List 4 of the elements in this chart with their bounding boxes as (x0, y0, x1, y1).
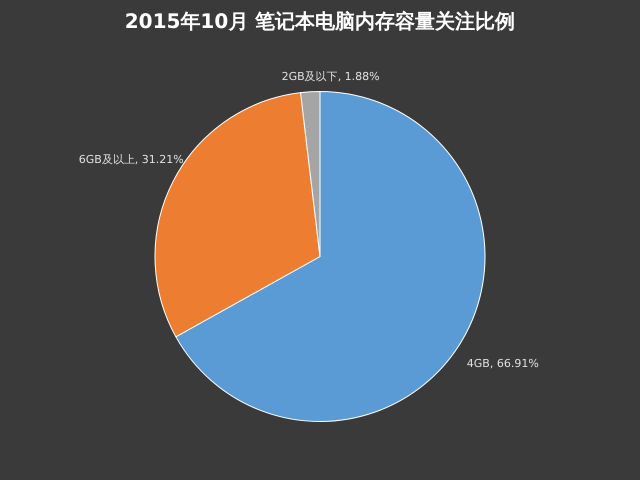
slice-label: 6GB及以上, 31.21% (78, 153, 184, 166)
slice-label: 4GB, 66.91% (466, 356, 539, 370)
slice-label: 2GB及以下, 1.88% (282, 70, 380, 83)
chart-title: 2015年10月 笔记本电脑内存容量关注比例 (124, 9, 516, 33)
